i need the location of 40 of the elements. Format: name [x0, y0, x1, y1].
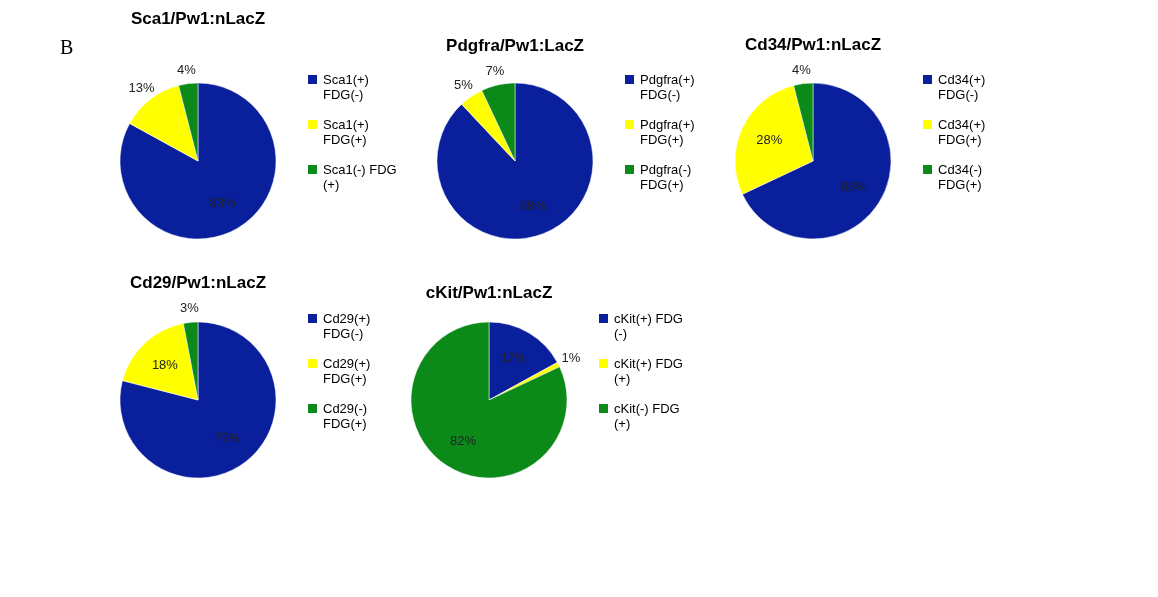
data-label: 4% — [792, 61, 812, 77]
data-label: 79% — [214, 430, 242, 446]
legend-label: cKit(+) FDG (-) — [614, 310, 683, 341]
chart-title: Cd29/Pw1:nLacZ — [129, 273, 267, 293]
legend-label: Cd34(+) FDG(+) — [938, 116, 986, 147]
chart-title: Cd34/Pw1:nLacZ — [744, 34, 882, 54]
legend-label: Cd29(-) FDG(+) — [323, 400, 368, 431]
legend-label: cKit(+) FDG (+) — [614, 355, 683, 386]
legend-label: Pdgfra(+) FDG(+) — [640, 116, 695, 147]
pie-slice — [119, 82, 277, 240]
text: B — [60, 36, 74, 58]
chart-title: Pdgfra/Pw1:LacZ — [446, 36, 584, 56]
legend-label: Cd29(+) FDG(+) — [323, 355, 371, 386]
pie-slice — [119, 321, 277, 479]
data-label: 18% — [151, 356, 179, 372]
data-label: 83% — [209, 194, 237, 210]
data-label: 17% — [500, 350, 528, 366]
data-label: 28% — [756, 132, 783, 148]
pie-slice — [436, 82, 594, 240]
legend-label: Pdgfra(+) FDG(-) — [640, 71, 695, 102]
data-label: 68% — [840, 178, 868, 194]
slice-label: Cd29(+) FDG(-) — [323, 310, 371, 341]
data-label: 13% — [128, 80, 156, 96]
legend-label: Pdgfra(-) FDG(+) — [640, 161, 692, 192]
data-label: 88% — [519, 197, 547, 213]
legend-label: Cd34(-) FDG(+) — [938, 161, 983, 192]
legend-label: cKit(-) FDG (+) — [614, 400, 680, 431]
data-label: 82% — [450, 432, 477, 448]
data-label: 7% — [485, 63, 505, 79]
data-label: 4% — [177, 61, 197, 77]
chart-title: cKit/Pw1:nLacZ — [425, 283, 553, 302]
data-label: 3% — [179, 300, 200, 316]
legend-label: Sca1(+) FDG(+) — [323, 116, 369, 147]
data-label: 5% — [453, 76, 474, 92]
chart-title: Sca1/Pw1:nLacZ — [130, 9, 266, 28]
pie-slice — [129, 85, 199, 162]
legend-label: Sca1(-) FDG (+) — [323, 161, 397, 192]
legend-label: Cd34(+) FDG(-) — [938, 71, 986, 102]
legend-label: Sca1(+) FDG(-) — [323, 71, 369, 102]
data-label: 1% — [561, 350, 581, 366]
